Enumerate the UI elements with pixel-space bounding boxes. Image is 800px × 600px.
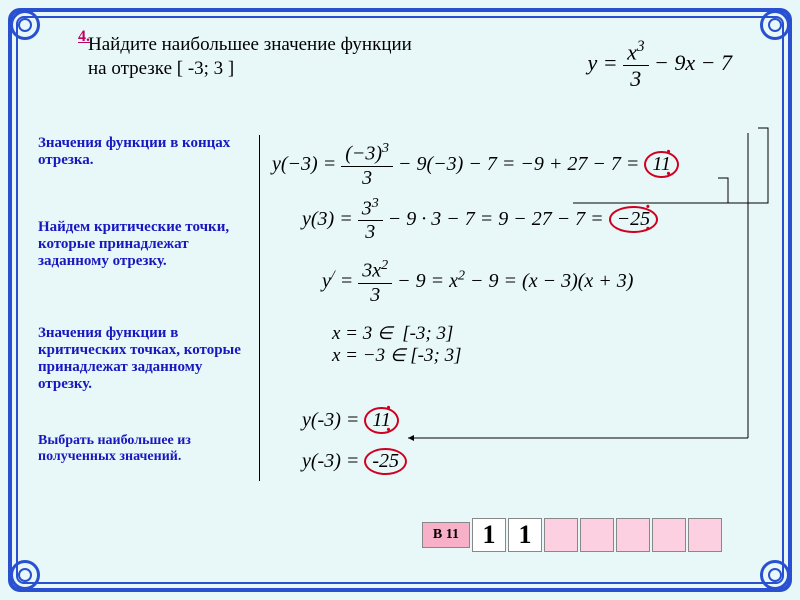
answer-cell[interactable] — [652, 518, 686, 552]
deriv-eq: = — [335, 270, 354, 292]
formula-tail: − 9x − 7 — [654, 50, 732, 75]
eq-mid: − 9(−3) − 7 = −9 + 27 − 7 = — [398, 153, 639, 175]
formula-lhs: y = — [587, 50, 617, 75]
frac-num: 3x — [362, 260, 381, 282]
label-endpoints: Значения функции в концах отрезка. — [38, 135, 253, 169]
cv-lhs: y(-3) = — [302, 409, 364, 431]
fraction: 33 3 — [358, 196, 383, 245]
cv-lhs: y(-3) = — [302, 450, 364, 472]
fraction: x3 3 — [623, 38, 648, 92]
crit-value-1: y(-3) = 11 — [302, 407, 762, 434]
answer-cell[interactable]: 1 — [472, 518, 506, 552]
frac-num: (−3) — [345, 143, 382, 165]
deriv-y: y — [322, 270, 331, 292]
fraction: (−3)3 3 — [341, 141, 393, 190]
answer-cell[interactable]: 1 — [508, 518, 542, 552]
frac-den: 3 — [358, 284, 392, 307]
deriv-tail: − 9 = x — [397, 270, 458, 292]
answer-box: В 11 1 1 — [422, 518, 722, 552]
root-expr: x = −3 — [332, 345, 385, 366]
interval: [-3; 3] — [410, 345, 461, 366]
frac-den: 3 — [623, 66, 648, 92]
root-1: x = 3 ∈ [-3; 3] — [332, 323, 762, 345]
eq-prefix: y(3) = — [302, 208, 353, 230]
fraction: 3x2 3 — [358, 258, 392, 307]
label-values-crit: Значения функции в критических точках, к… — [38, 325, 253, 393]
derivative: y/ = 3x2 3 − 9 = x2 − 9 = (x − 3)(x + 3) — [322, 258, 762, 307]
frac-exp: 2 — [381, 258, 388, 273]
deriv-exp2: 2 — [458, 269, 465, 284]
equation-y-minus3: y(−3) = (−3)3 3 − 9(−3) − 7 = −9 + 27 − … — [272, 141, 762, 190]
frac-exp: 3 — [372, 196, 379, 211]
answer-cell[interactable] — [616, 518, 650, 552]
content-columns: Значения функции в концах отрезка. Найде… — [38, 135, 762, 481]
element-of-icon: ∈ — [377, 323, 393, 343]
frac-den: 3 — [358, 221, 383, 244]
eq-mid: − 9 · 3 − 7 = 9 − 27 − 7 = — [388, 208, 604, 230]
outer-frame: 4. Найдите наибольшее значение функции н… — [8, 8, 792, 592]
frac-exp: 3 — [382, 141, 389, 156]
eq-prefix: y(−3) = — [272, 153, 336, 175]
interval: [-3; 3] — [402, 323, 453, 344]
answer-cell[interactable] — [544, 518, 578, 552]
task-formula: y = x3 3 − 9x − 7 — [587, 38, 732, 92]
result-circled: 11 — [644, 151, 679, 178]
root-expr: x = 3 — [332, 323, 372, 344]
left-column: Значения функции в концах отрезка. Найде… — [38, 135, 260, 481]
equation-y-3: y(3) = 33 3 − 9 · 3 − 7 = 9 − 27 − 7 = −… — [302, 196, 762, 245]
right-column: y(−3) = (−3)3 3 − 9(−3) − 7 = −9 + 27 − … — [260, 135, 762, 481]
frac-num: 3 — [362, 197, 372, 219]
frac-num: x — [627, 39, 637, 64]
answer-cell[interactable] — [688, 518, 722, 552]
result-circled: −25 — [609, 206, 659, 233]
frac-exp: 3 — [637, 38, 645, 55]
result-circled: -25 — [364, 448, 407, 475]
frac-den: 3 — [341, 167, 393, 190]
task-number: 4. — [78, 28, 90, 46]
answer-cell[interactable] — [580, 518, 614, 552]
root-2: x = −3 ∈ [-3; 3] — [332, 345, 762, 367]
result-circled: 11 — [364, 407, 399, 434]
crit-value-2: y(-3) = -25 — [302, 448, 762, 475]
label-conclusion: Выбрать наибольшее из полученных значени… — [38, 433, 253, 465]
inner-frame: 4. Найдите наибольшее значение функции н… — [16, 16, 784, 584]
deriv-tail2: − 9 = (x − 3)(x + 3) — [465, 270, 633, 292]
answer-label: В 11 — [422, 522, 470, 548]
element-of-icon: ∈ — [390, 345, 406, 365]
label-critical: Найдем критические точки, которые принад… — [38, 219, 253, 270]
